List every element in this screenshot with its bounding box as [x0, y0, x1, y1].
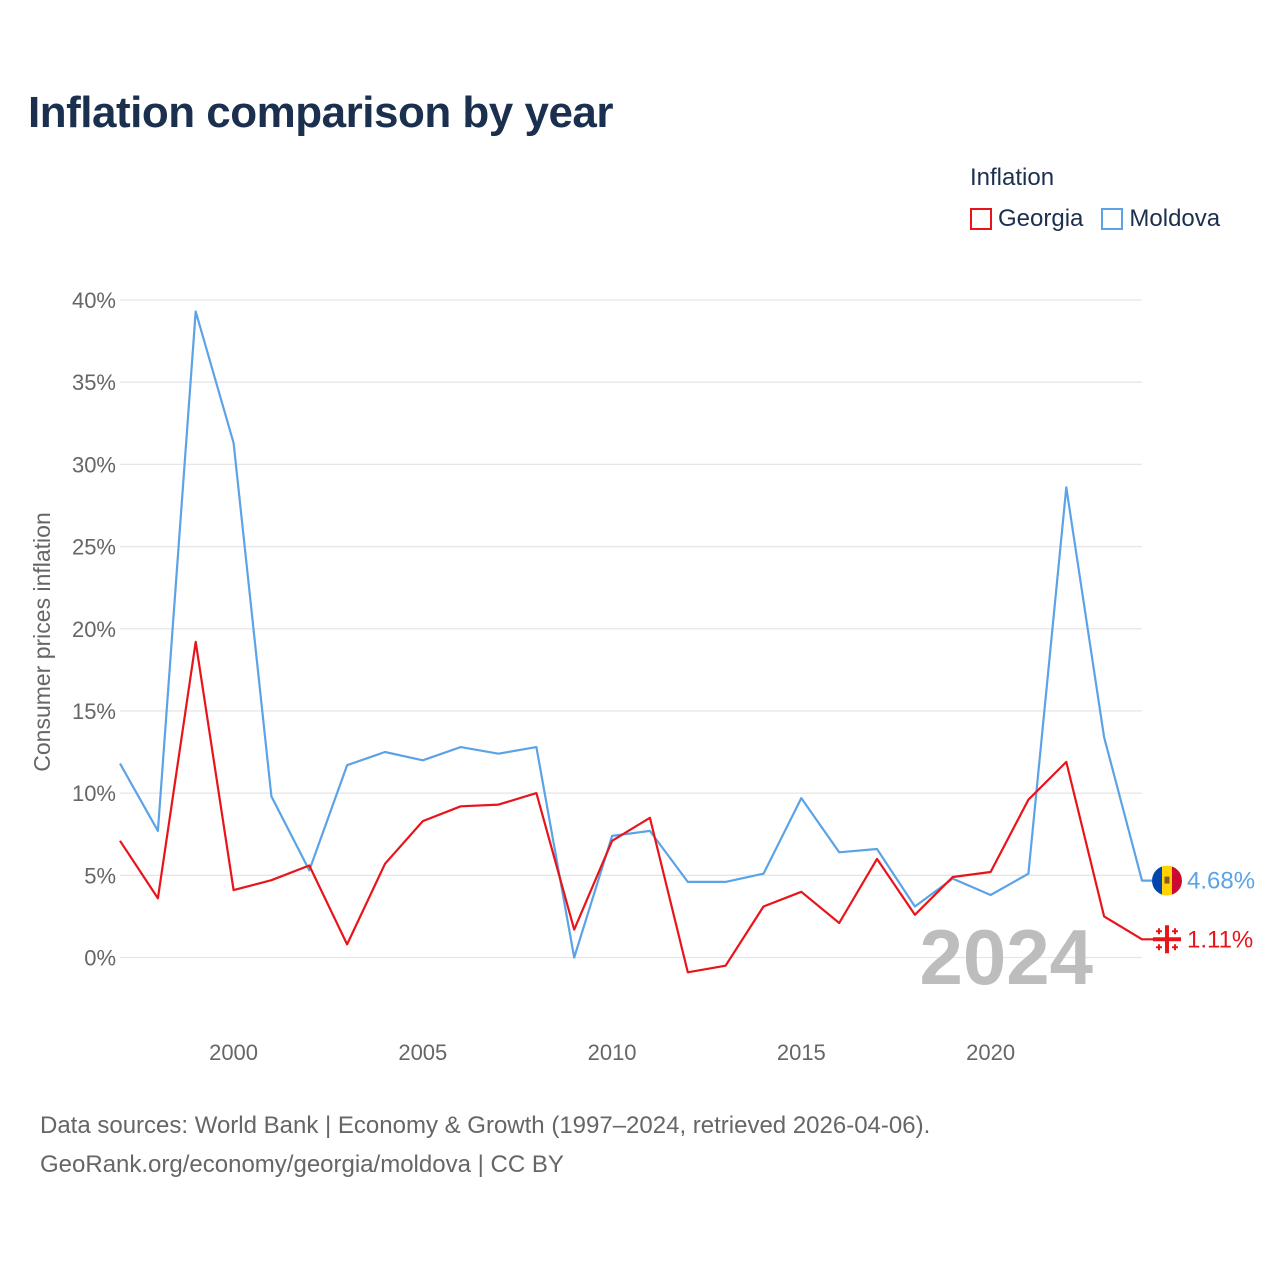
end-label-georgia: 1.11% — [1187, 926, 1253, 953]
legend-label-moldova: Moldova — [1129, 205, 1221, 232]
y-tick-label: 30% — [72, 452, 116, 477]
current-year-label: 2024 — [919, 913, 1093, 1001]
y-tick-label: 35% — [72, 370, 116, 395]
end-label-moldova: 4.68% — [1187, 868, 1255, 895]
series-lines — [119, 310, 1160, 974]
footer-source: Data sources: World Bank | Economy & Gro… — [40, 1112, 931, 1139]
legend-label-georgia: Georgia — [998, 205, 1084, 232]
legend-swatch-moldova — [1101, 208, 1124, 230]
x-tick-label: 2010 — [588, 1040, 637, 1065]
y-tick-label: 0% — [84, 946, 116, 971]
legend-item-georgia[interactable]: Georgia — [970, 205, 1083, 233]
y-tick-label: 5% — [84, 863, 116, 888]
legend-swatch-georgia — [970, 208, 992, 230]
footer: Data sources: World Bank | Economy & Gro… — [40, 1106, 930, 1184]
legend: Georgia Moldova — [970, 205, 1220, 233]
georgia-flag-icon — [1153, 925, 1181, 954]
x-tick-label: 2005 — [398, 1040, 447, 1065]
y-tick-label: 40% — [72, 288, 116, 313]
legend-item-moldova[interactable]: Moldova — [1101, 205, 1220, 233]
footer-link[interactable]: GeoRank.org/economy/georgia/moldova | CC… — [40, 1151, 564, 1178]
legend-title: Inflation — [970, 164, 1055, 191]
y-tick-label: 15% — [72, 699, 116, 724]
end-labels: 4.68% 1.11% — [1152, 865, 1255, 954]
grid-lines — [120, 299, 1142, 959]
y-tick-label: 10% — [72, 781, 116, 806]
chart-title: Inflation comparison by year — [28, 88, 614, 137]
series-line-moldova[interactable] — [119, 310, 1160, 959]
x-axis-ticks: 2000 2005 2010 2015 2020 — [209, 1040, 1015, 1065]
y-axis-ticks: 0% 5% 10% 15% 20% 25% 30% 35% 40% — [72, 288, 116, 971]
x-tick-label: 2015 — [777, 1040, 826, 1065]
x-tick-label: 2000 — [209, 1040, 258, 1065]
y-tick-label: 25% — [72, 535, 116, 560]
y-axis-label: Consumer prices inflation — [29, 512, 55, 772]
y-tick-label: 20% — [72, 617, 116, 642]
x-tick-label: 2020 — [966, 1040, 1015, 1065]
series-line-georgia[interactable] — [119, 640, 1160, 974]
moldova-flag-icon — [1152, 865, 1182, 896]
